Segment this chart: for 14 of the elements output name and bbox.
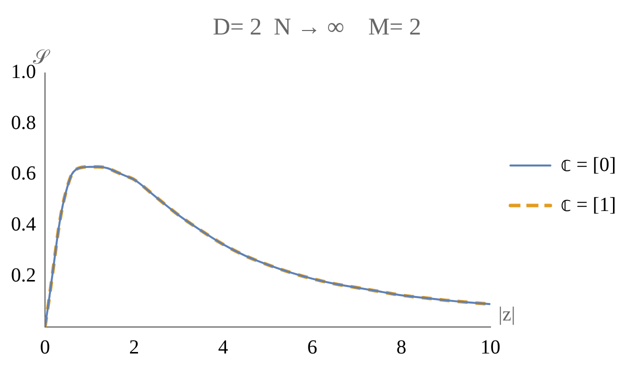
x-tick-label: 0: [40, 336, 50, 358]
x-tick-label: 4: [218, 336, 228, 358]
chart-title: D= 2 N → ∞ M= 2: [212, 14, 422, 41]
x-axis-title: |z|: [498, 303, 516, 326]
y-tick-label: 0.2: [11, 264, 36, 286]
y-tick-label: 0.6: [11, 162, 36, 185]
x-tick-label: 10: [480, 336, 500, 358]
x-tick-label: 8: [396, 336, 406, 358]
x-tick-label: 2: [129, 336, 140, 358]
legend-label: 𝕔 = [0]: [560, 154, 616, 176]
x-tick-label: 6: [307, 336, 318, 358]
legend-label: 𝕔 = [1]: [560, 194, 616, 216]
y-tick-label: 0.4: [11, 214, 36, 236]
y-tick-label: 0.8: [11, 112, 36, 134]
